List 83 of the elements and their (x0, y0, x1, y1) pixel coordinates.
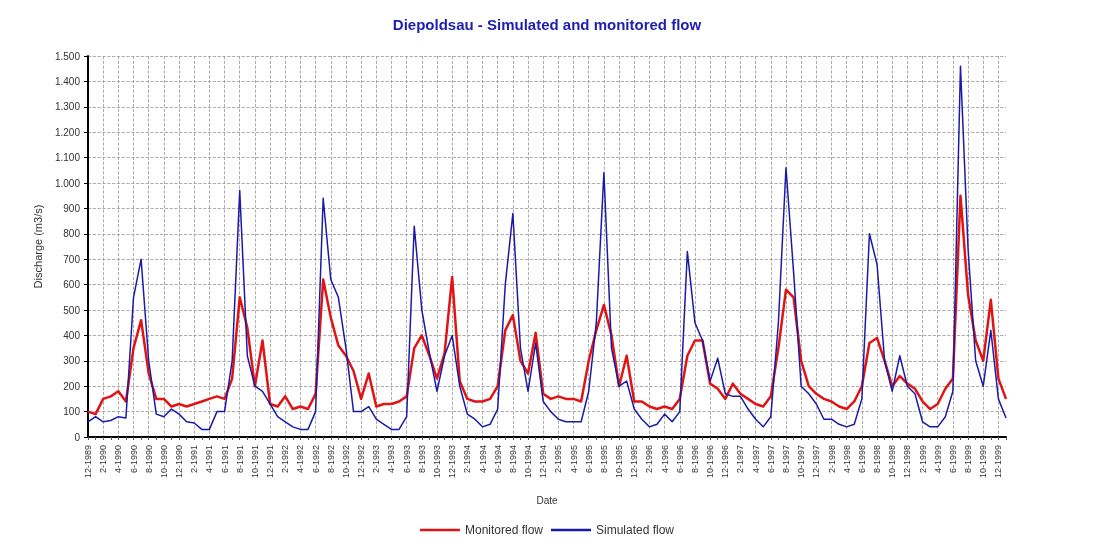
x-tick-label: 10-1991 (249, 445, 260, 479)
y-tick-label: 500 (63, 304, 81, 316)
x-tick-label: 8-1999 (963, 445, 974, 474)
x-tick-label: 4-1996 (659, 445, 670, 474)
x-tick-label: 12-1992 (356, 445, 367, 479)
x-tick-label: 6-1997 (765, 445, 776, 474)
x-tick-label: 6-1991 (219, 445, 230, 474)
x-tick-label: 8-1996 (689, 445, 700, 474)
x-tick-label: 10-1998 (887, 445, 898, 479)
x-tick-label: 8-1994 (507, 445, 518, 474)
x-tick-label: 6-1994 (492, 445, 503, 474)
x-tick-label: 2-1993 (371, 445, 382, 474)
x-tick-label: 4-1990 (113, 445, 124, 474)
x-tick-label: 8-1991 (234, 445, 245, 474)
legend-label: Monitored flow (464, 523, 544, 537)
y-tick-label: 0 (74, 431, 81, 443)
x-tick-label: 8-1998 (872, 445, 883, 474)
x-tick-label: 12-1994 (538, 445, 549, 479)
x-tick-label: 12-1999 (993, 445, 1004, 479)
x-tick-label: 8-1993 (416, 445, 427, 474)
x-tick-label: 2-1997 (735, 445, 746, 474)
x-tick-label: 2-1992 (280, 445, 291, 474)
y-tick-label: 900 (63, 202, 81, 214)
x-tick-label: 4-1993 (386, 445, 397, 474)
x-tick-label: 2-1999 (917, 445, 928, 474)
y-tick-label: 400 (63, 329, 81, 341)
x-tick-label: 4-1995 (568, 445, 579, 474)
x-tick-label: 6-1996 (674, 445, 685, 474)
x-tick-label: 2-1995 (553, 445, 564, 474)
x-tick-label: 10-1997 (796, 445, 807, 479)
x-tick-label: 10-1993 (431, 445, 442, 479)
x-tick-label: 4-1992 (295, 445, 306, 474)
x-tick-label: 6-1999 (947, 445, 958, 474)
x-tick-label: 4-1997 (750, 445, 761, 474)
x-tick-label: 6-1993 (401, 445, 412, 474)
x-tick-label: 6-1992 (310, 445, 321, 474)
x-tick-label: 8-1995 (598, 445, 609, 474)
x-tick-label: 10-1994 (523, 445, 534, 479)
y-tick-label: 1.400 (54, 75, 81, 87)
x-tick-label: 2-1998 (826, 445, 837, 474)
x-tick-label: 12-1993 (447, 445, 458, 479)
y-tick-label: 1.100 (54, 152, 81, 164)
y-axis-title: Discharge (m3/s) (31, 204, 44, 289)
x-tick-label: 10-1995 (614, 445, 625, 479)
x-tick-label: 4-1994 (477, 445, 488, 474)
y-tick-label: 1.300 (54, 101, 81, 113)
y-tick-label: 800 (63, 228, 81, 240)
x-tick-label: 10-1996 (705, 445, 716, 479)
x-tick-label: 6-1995 (583, 445, 594, 474)
x-tick-label: 2-1990 (98, 445, 109, 474)
x-tick-label: 8-1992 (325, 445, 336, 474)
x-tick-label: 12-1990 (174, 445, 185, 479)
y-tick-label: 700 (63, 253, 81, 265)
x-tick-label: 12-1997 (811, 445, 822, 479)
x-tick-label: 12-1989 (83, 445, 93, 479)
y-tick-label: 200 (63, 380, 81, 392)
x-tick-label: 10-1992 (340, 445, 351, 479)
x-tick-label: 2-1996 (644, 445, 655, 474)
y-tick-label: 300 (63, 355, 81, 367)
x-tick-label: 12-1995 (629, 445, 640, 479)
x-tick-label: 4-1999 (932, 445, 943, 474)
x-tick-label: 12-1998 (902, 445, 913, 479)
y-tick-label: 1.000 (54, 177, 81, 189)
y-tick-label: 1.500 (54, 50, 81, 62)
chart-title: Diepoldsau - Simulated and monitored flow (392, 16, 702, 33)
x-axis-title: Date (536, 494, 558, 506)
x-tick-label: 12-1991 (265, 445, 276, 479)
x-tick-label: 8-1997 (780, 445, 791, 474)
x-tick-label: 2-1991 (189, 445, 200, 474)
x-tick-label: 12-1996 (720, 445, 731, 479)
y-tick-label: 600 (63, 279, 81, 291)
x-tick-label: 6-1998 (856, 445, 867, 474)
x-tick-label: 6-1990 (128, 445, 139, 474)
line-series (87, 65, 1007, 431)
x-tick-label: 4-1991 (204, 445, 215, 474)
y-tick-label: 100 (63, 406, 81, 418)
legend-label: Simulated flow (596, 523, 675, 537)
x-tick-label: 10-1990 (158, 445, 169, 479)
x-tick-label: 2-1994 (462, 445, 473, 474)
y-tick-label: 1.200 (54, 126, 81, 138)
x-tick-label: 4-1998 (841, 445, 852, 474)
x-tick-label: 10-1999 (978, 445, 989, 479)
x-tick-label: 8-1990 (143, 445, 154, 474)
